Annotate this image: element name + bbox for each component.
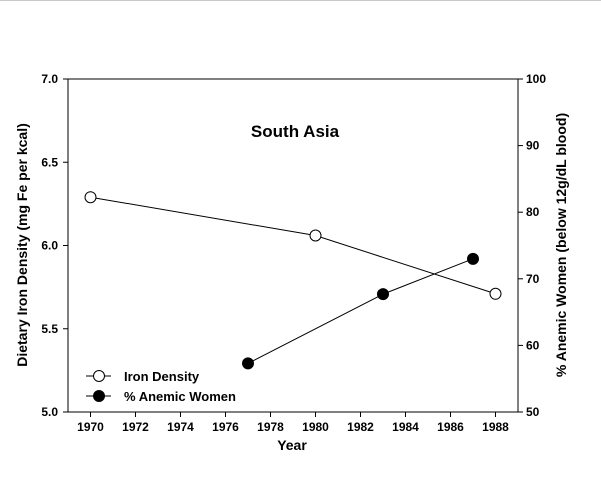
y-left-tick-label: 7.0 [41,72,58,86]
series-line-iron-density [90,196,496,295]
y-right-tick-label: 100 [526,72,546,86]
y-right-tick-label: 70 [526,272,540,286]
data-point-iron-density [84,191,97,204]
data-point-anemic-women [467,252,479,265]
series-markers [84,191,502,370]
y-right-tick-label: 80 [526,205,540,219]
data-point-anemic-women [377,288,389,301]
y-left-tick-label: 6.5 [41,155,58,169]
y-right-tick-label: 90 [526,139,540,153]
legend-marker-anemic-women [93,390,105,402]
x-tick-label: 1972 [122,420,149,434]
x-tick-label: 1980 [302,420,329,434]
data-point-iron-density [489,287,502,300]
y-axis-left-label: Dietary Iron Density (mg Fe per kcal) [14,123,30,367]
x-tick-label: 1988 [482,420,509,434]
y-right-tick-label: 60 [526,338,540,352]
x-tick-label: 1976 [212,420,239,434]
x-tick-label: 1984 [392,420,419,434]
window-top-border [0,0,601,1]
y-left-tick-label: 5.0 [41,405,58,419]
x-tick-label: 1974 [167,420,194,434]
x-axis-label: Year [277,437,307,453]
axis-ticks: 1970 1972 1974 1976 1978 1980 1982 1984 1986 1988… [41,72,546,434]
chart-title: South Asia [251,122,340,141]
data-point-iron-density [309,229,322,242]
y-left-tick-label: 5.5 [41,322,58,336]
legend-marker-iron-density [93,370,105,382]
series-line-anemic-women [247,258,474,364]
y-right-tick-label: 50 [526,405,540,419]
y-left-tick-label: 6.0 [41,239,58,253]
legend: Iron Density % Anemic Women [86,369,236,404]
x-tick-label: 1978 [257,420,284,434]
y-axis-right-label: % Anemic Women (below 12g/dL blood) [553,113,569,377]
legend-label-iron-density: Iron Density [124,369,200,384]
x-tick-label: 1986 [437,420,464,434]
series-lines [90,196,496,364]
x-tick-label: 1970 [77,420,104,434]
x-tick-label: 1982 [347,420,374,434]
legend-label-anemic-women: % Anemic Women [124,389,236,404]
data-point-anemic-women [242,357,254,370]
